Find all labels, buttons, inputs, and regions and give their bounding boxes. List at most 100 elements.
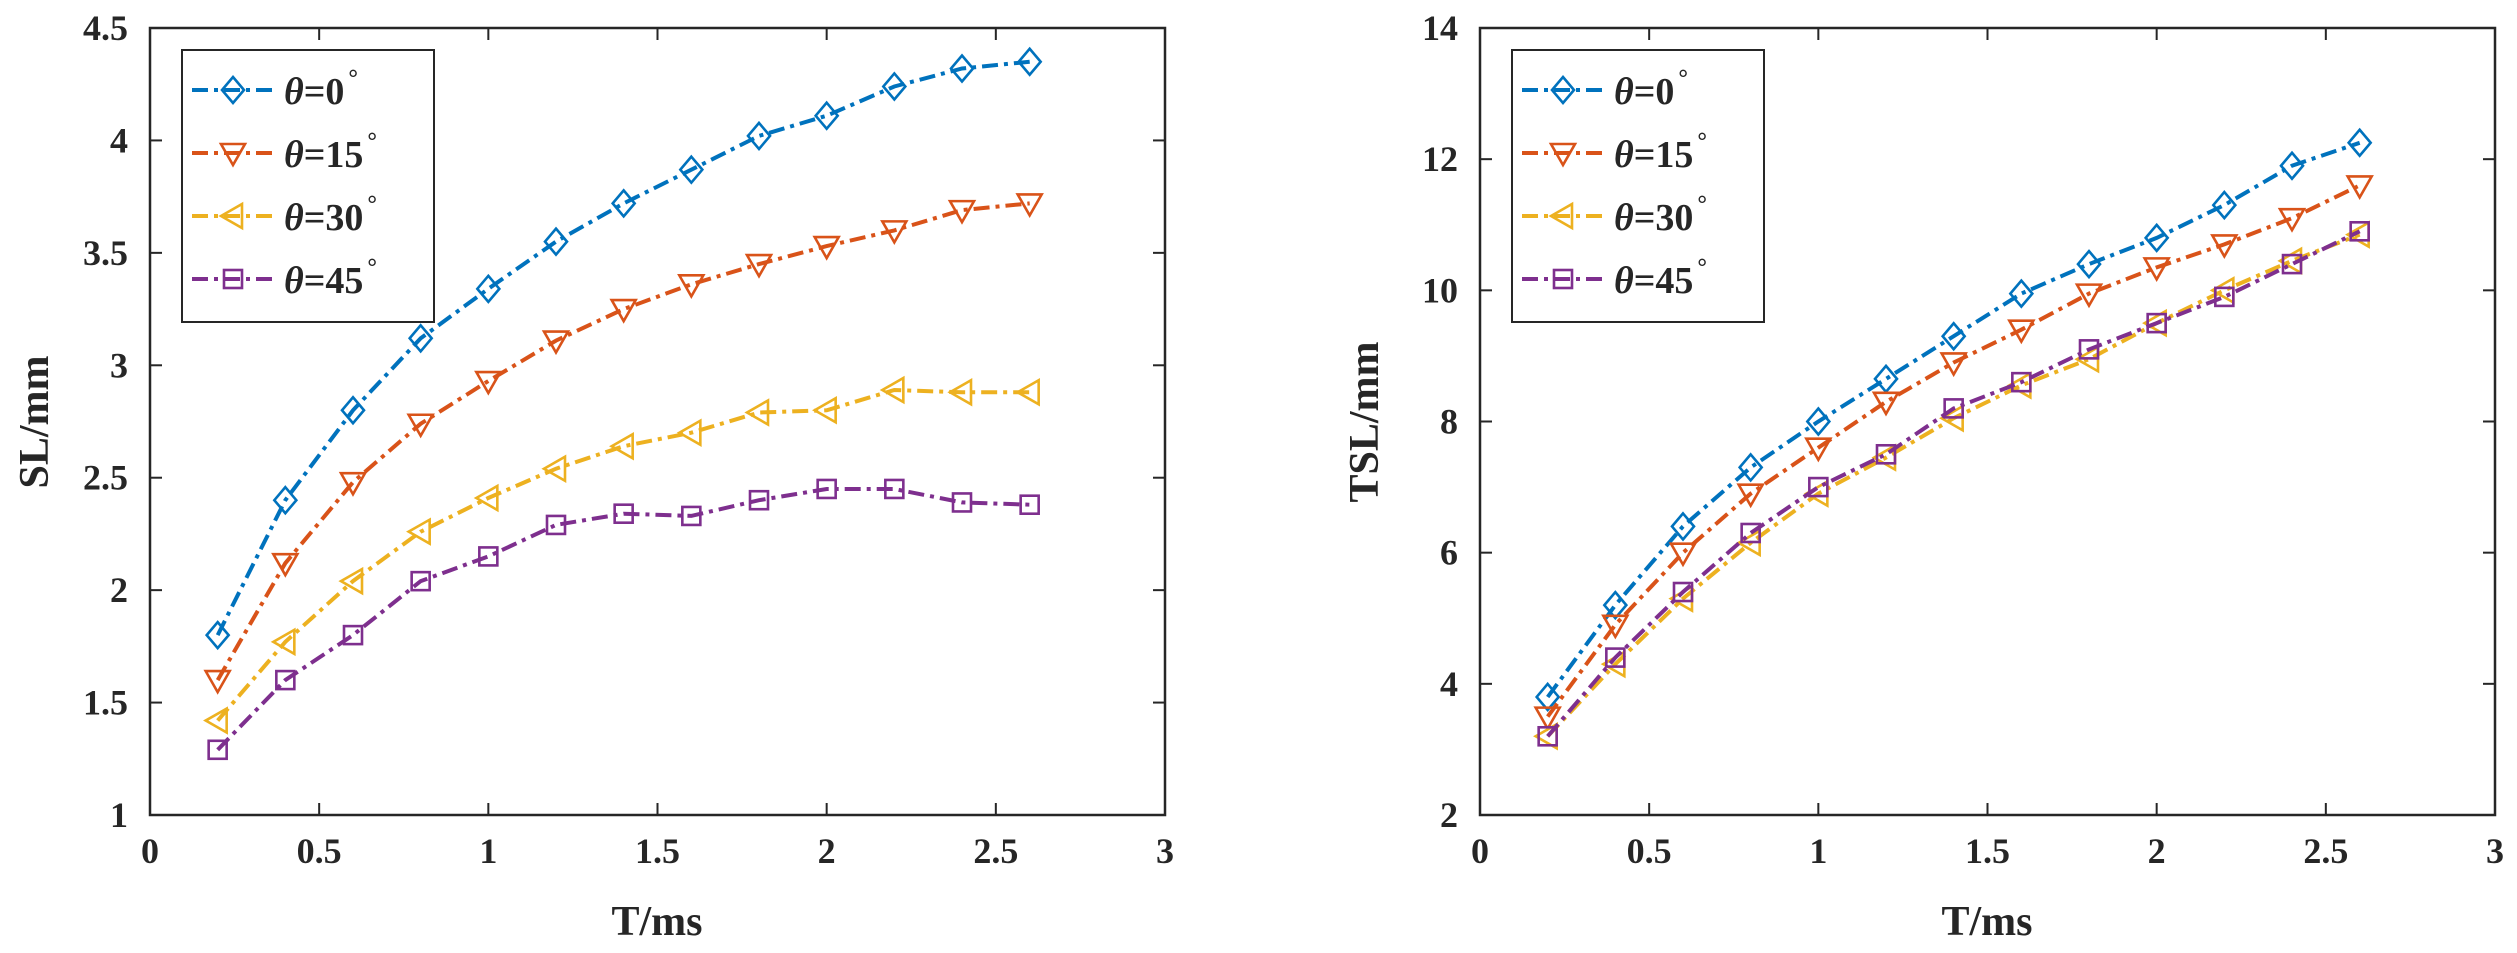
chart-sl: 0 0.5 1 1.5 2 2.5 311.522.533.544.5 θ=0 °θ=15 °θ… [12, 8, 1174, 945]
legend-degree: ° [1697, 129, 1707, 155]
y-tick-label: 10 [1422, 270, 1458, 310]
data-point [475, 273, 502, 304]
data-point [676, 418, 702, 447]
legend-value: =15 [1634, 134, 1694, 176]
x-axis-label: T/ms [611, 899, 702, 945]
data-point [2279, 150, 2305, 181]
legend-value: =0 [1634, 71, 1675, 113]
data-point [1605, 647, 1626, 668]
legend-item: θ=15 ° [1522, 129, 1707, 176]
data-point [275, 669, 296, 691]
axis-ticks: 0 0.5 1 1.5 2 2.5 3 2 4 6 8 10 12 14 [1422, 8, 2504, 871]
data-point [1668, 542, 1698, 568]
series-3 [203, 375, 1040, 735]
data-point [1016, 46, 1043, 77]
x-tick-label: 1 [1809, 831, 1827, 871]
data-point [2074, 283, 2104, 309]
data-point [1537, 725, 1558, 747]
legend-degree: ° [1697, 255, 1707, 281]
data-point [2277, 207, 2307, 233]
series-2 [1533, 175, 2374, 732]
legend-value: =15 [304, 134, 364, 176]
y-tick-label: 12 [1422, 139, 1458, 179]
data-point [881, 71, 908, 102]
legend-symbol: θ [284, 260, 304, 302]
data-point [951, 492, 973, 513]
legend-degree: ° [367, 129, 377, 155]
y-tick-label: 1.5 [83, 683, 128, 723]
data-point [1015, 193, 1044, 219]
legend-item: θ=30 ° [1522, 192, 1707, 239]
series-line [216, 487, 1030, 752]
data-point [407, 323, 434, 354]
y-tick-label: 4 [110, 120, 128, 160]
data-point [1805, 406, 1832, 437]
x-tick-label: 1.5 [635, 831, 680, 871]
legend-degree: ° [367, 192, 377, 218]
x-tick-label: 0 [141, 831, 159, 871]
series-1 [1534, 127, 2373, 712]
legend-label: θ=15 ° [284, 129, 377, 176]
data-point [2345, 175, 2374, 201]
legend-label: θ=0 ° [1614, 66, 1688, 113]
data-point [543, 226, 569, 257]
legend-marker [1552, 268, 1574, 290]
data-point [2346, 127, 2373, 158]
legend: θ=0 °θ=15 °θ=30 °θ=45 ° [1511, 49, 1765, 323]
data-point [1943, 398, 1964, 419]
data-point [1804, 437, 1833, 463]
y-tick-label: 14 [1422, 8, 1458, 48]
data-point [880, 220, 909, 245]
legend-label: θ=45 ° [1614, 255, 1707, 302]
y-tick-label: 8 [1440, 402, 1458, 442]
series-line [215, 201, 1030, 682]
data-point [1871, 391, 1901, 417]
data-point [271, 552, 300, 578]
x-tick-label: 0 [1471, 831, 1489, 871]
data-point [812, 235, 841, 261]
legend-symbol: θ [284, 197, 304, 239]
legend-marker [1550, 74, 1576, 106]
data-point [203, 669, 232, 695]
data-point [1602, 590, 1629, 621]
data-point [2008, 278, 2035, 309]
data-point [1534, 681, 1561, 712]
data-point [2142, 257, 2171, 282]
series-2 [203, 193, 1044, 695]
legend-symbol: θ [1614, 197, 1634, 239]
data-point [609, 431, 634, 461]
x-tick-label: 0.5 [1627, 831, 1672, 871]
data-point [1736, 483, 1765, 509]
legend-item: θ=30 ° [192, 192, 377, 239]
data-point [1939, 352, 1968, 378]
data-point [207, 739, 228, 761]
legend-marker [218, 201, 244, 231]
data-point [746, 120, 772, 151]
data-point [1670, 511, 1696, 542]
legend: θ=0 °θ=15 °θ=30 °θ=45 ° [181, 49, 435, 323]
data-point [2281, 253, 2303, 275]
data-point [406, 517, 431, 546]
axis-ticks: 0 0.5 1 1.5 2 2.5 3 1 1.5 2 2.5 3 3.5 4 4.5 [83, 8, 1174, 871]
x-tick-label: 1 [479, 831, 497, 871]
legend-marker [1548, 142, 1578, 168]
legend-label: θ=30 ° [1614, 192, 1707, 239]
legend-value: =45 [304, 260, 364, 302]
series-line [215, 59, 1030, 636]
data-point [340, 395, 366, 426]
legend-marker [1548, 201, 1574, 231]
y-axis-label: TSL/mm [1342, 341, 1388, 502]
data-point [748, 489, 770, 511]
legend-value: =45 [1634, 260, 1694, 302]
data-point [342, 624, 364, 646]
y-tick-label: 6 [1440, 533, 1458, 573]
legend-symbol: θ [284, 134, 304, 176]
legend-label: θ=45 ° [284, 255, 377, 302]
legend-item: θ=45 ° [1522, 255, 1707, 302]
legend-value: =0 [304, 71, 345, 113]
data-point [677, 274, 706, 299]
data-point [947, 378, 973, 407]
x-tick-label: 2 [818, 831, 836, 871]
